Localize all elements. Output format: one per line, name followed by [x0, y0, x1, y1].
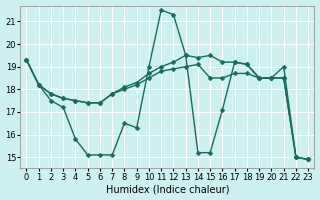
- X-axis label: Humidex (Indice chaleur): Humidex (Indice chaleur): [106, 184, 229, 194]
